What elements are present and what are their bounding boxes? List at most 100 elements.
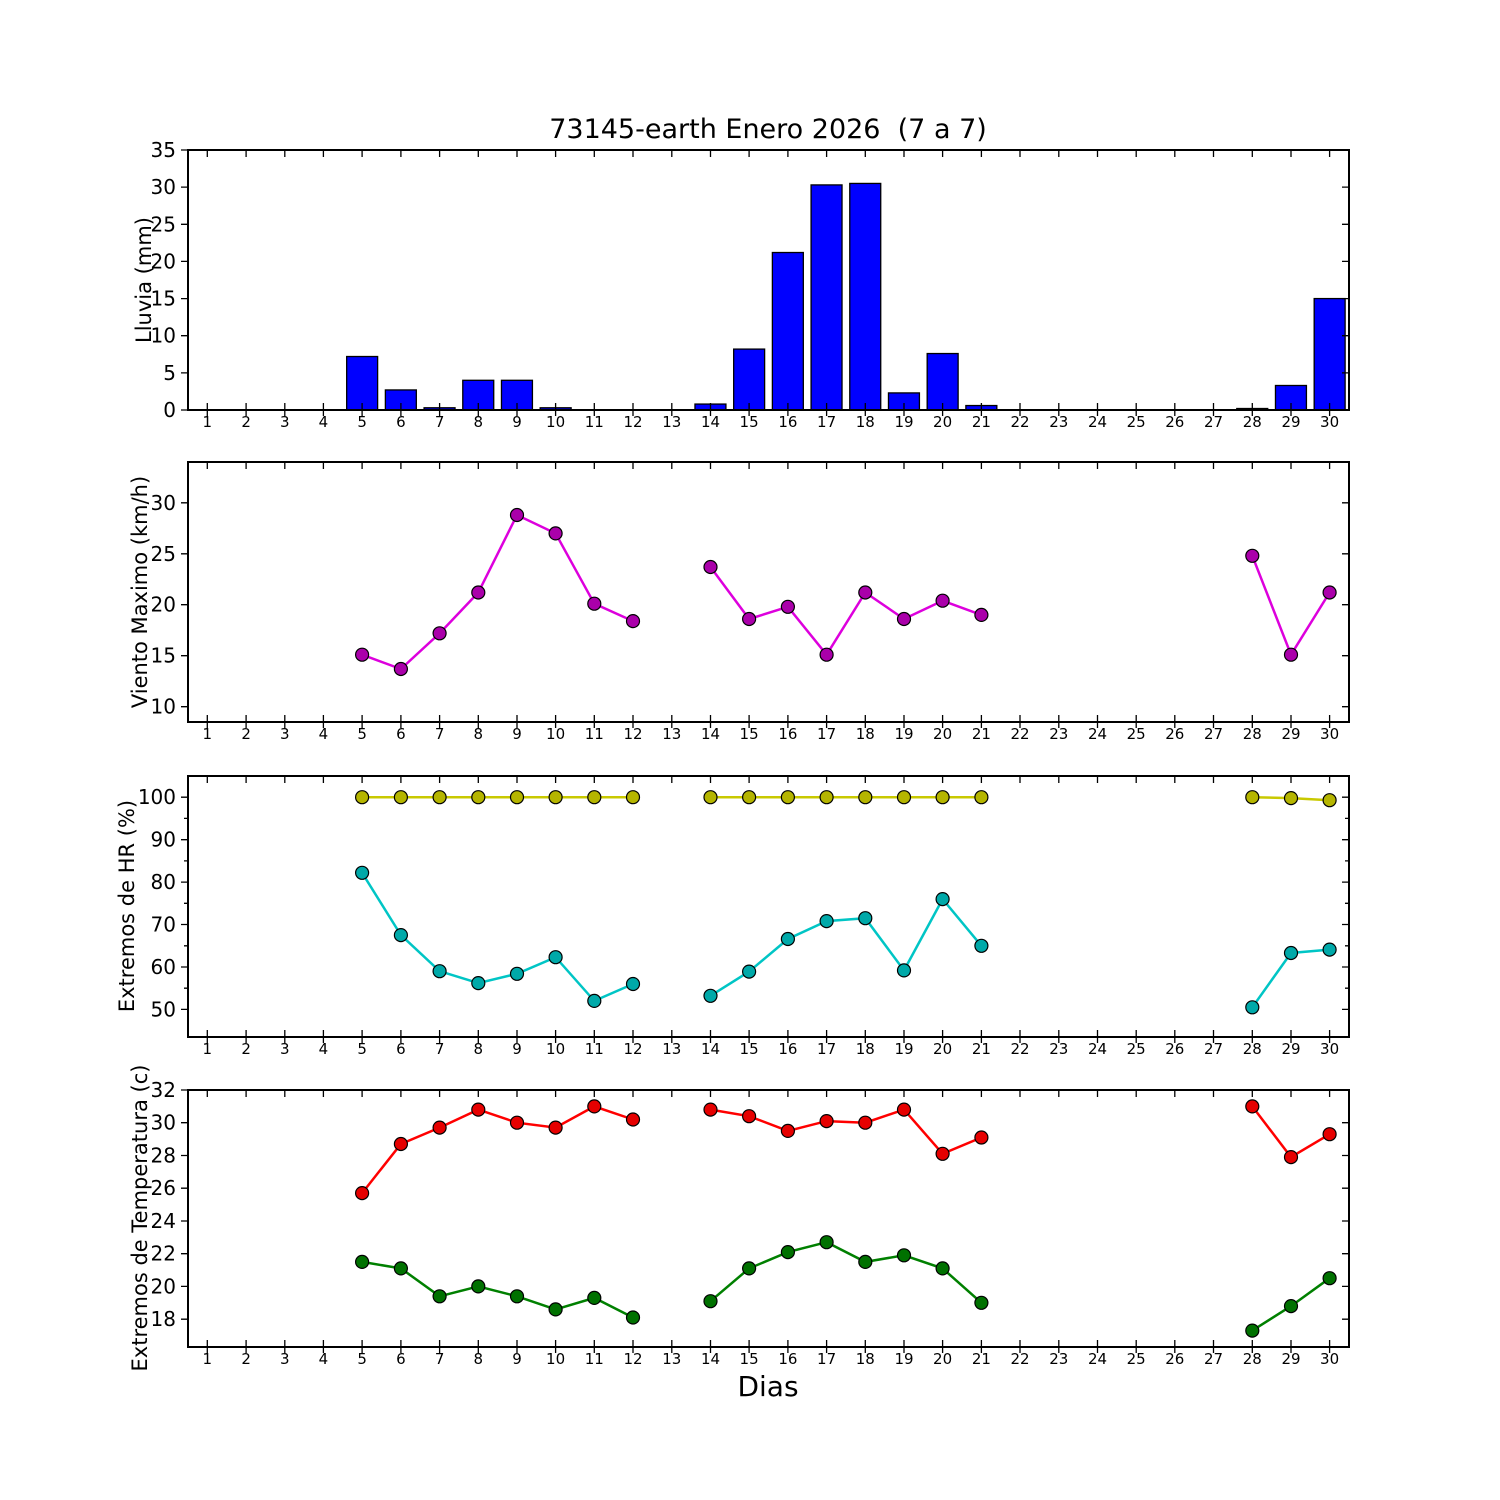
x-tick-label-temperatura-27: 27 [1204, 1350, 1223, 1368]
temperatura-frame [187, 1089, 1350, 1348]
hr-min-point-day-16 [780, 931, 796, 947]
temp-max-point-day-14 [703, 1102, 718, 1117]
x-tick-label-temperatura-6: 6 [396, 1350, 406, 1368]
x-tick-label-temperatura-19: 19 [894, 1350, 913, 1368]
bar-day-20 [926, 352, 959, 411]
x-tick-label-hr-17: 17 [817, 1040, 836, 1058]
y-tick-label-hr-80: 80 [151, 870, 176, 894]
viento-maximo-point-day-6 [393, 661, 408, 677]
x-tick-label-temperatura-20: 20 [933, 1350, 952, 1368]
viento-maximo-line [1251, 555, 1331, 658]
temp-max-point-day-11 [587, 1099, 602, 1114]
y-tick-label-lluvia-15: 15 [151, 287, 176, 311]
viento-maximo-point-day-9 [509, 507, 525, 523]
x-tick-label-temperatura-7: 7 [435, 1350, 445, 1368]
temp-max-point-day-7 [432, 1120, 447, 1135]
bar-day-16 [771, 251, 804, 411]
y-tick-label-temperatura-30: 30 [151, 1111, 176, 1135]
y-tick-label-temperatura-32: 32 [151, 1078, 176, 1102]
x-tick-label-viento-2: 2 [241, 725, 251, 743]
hr-max-point-day-8 [471, 790, 486, 805]
x-tick-label-temperatura-15: 15 [740, 1350, 759, 1368]
hr-frame [187, 775, 1350, 1038]
x-tick-label-temperatura-16: 16 [778, 1350, 797, 1368]
x-tick-label-hr-6: 6 [396, 1040, 406, 1058]
y-tick-label-viento-10: 10 [151, 695, 176, 719]
x-tick-label-viento-29: 29 [1281, 725, 1300, 743]
hr-max-point-day-18 [858, 790, 873, 805]
x-tick-label-hr-9: 9 [512, 1040, 522, 1058]
hr-min-point-day-28 [1245, 1000, 1260, 1015]
hr-min-point-day-19 [896, 963, 912, 978]
y-tick-label-viento-15: 15 [151, 644, 176, 668]
x-tick-label-hr-23: 23 [1049, 1040, 1068, 1058]
x-tick-label-hr-10: 10 [546, 1040, 565, 1058]
y-tick-label-viento-25: 25 [151, 542, 176, 566]
x-tick-label-hr-30: 30 [1320, 1040, 1339, 1058]
x-tick-label-lluvia-26: 26 [1165, 413, 1184, 431]
x-tick-label-viento-5: 5 [357, 725, 367, 743]
hr-min-point-day-14 [703, 988, 718, 1003]
viento-maximo-point-day-14 [703, 559, 718, 575]
x-tick-label-lluvia-10: 10 [546, 413, 565, 431]
x-tick-label-temperatura-21: 21 [972, 1350, 991, 1368]
viento-maximo-line [361, 513, 634, 671]
x-tick-label-lluvia-28: 28 [1243, 413, 1262, 431]
x-tick-label-lluvia-15: 15 [740, 413, 759, 431]
viento-maximo-point-day-21 [974, 607, 989, 623]
x-tick-label-temperatura-14: 14 [701, 1350, 720, 1368]
temp-min-point-day-18 [858, 1254, 873, 1270]
hr-min-line [709, 896, 983, 997]
x-tick-label-temperatura-13: 13 [662, 1350, 681, 1368]
x-tick-label-viento-27: 27 [1204, 725, 1223, 743]
hr-chart: 1 2 3 4 5 6 7 8 9 10 11 12 13 14 15 16 17 18 19 20 21 22 23 24 2… [138, 775, 1350, 1058]
x-tick-label-hr-25: 25 [1127, 1040, 1146, 1058]
viento-maximo-point-day-16 [780, 599, 796, 614]
x-tick-label-lluvia-5: 5 [357, 413, 367, 431]
temp-min-point-day-14 [703, 1294, 718, 1309]
viento-tick-labels: 1 2 3 4 5 6 7 8 9 10 11 12 13 14 15 16 17 18 19 20 21 22 23 24 2… [151, 491, 1340, 743]
hr-min-point-day-12 [625, 976, 641, 992]
x-tick-label-hr-28: 28 [1243, 1040, 1262, 1058]
x-tick-label-hr-4: 4 [319, 1040, 329, 1058]
viento-frame [187, 461, 1350, 723]
y-tick-label-lluvia-25: 25 [151, 212, 176, 236]
temp-min-point-day-17 [819, 1235, 834, 1250]
x-tick-label-temperatura-12: 12 [623, 1350, 642, 1368]
hr-max-point-day-10 [548, 790, 563, 805]
x-tick-label-lluvia-24: 24 [1088, 413, 1107, 431]
viento-maximo-point-day-5 [355, 647, 370, 662]
y-tick-label-temperatura-24: 24 [151, 1209, 176, 1233]
y-tick-label-viento-20: 20 [151, 593, 176, 617]
hr-min-point-day-10 [548, 950, 563, 965]
x-tick-label-hr-15: 15 [740, 1040, 759, 1058]
x-tick-label-viento-4: 4 [319, 725, 329, 743]
x-tick-label-viento-19: 19 [894, 725, 913, 743]
x-tick-label-viento-23: 23 [1049, 725, 1068, 743]
y-tick-label-temperatura-18: 18 [151, 1307, 176, 1331]
lluvia-chart: 1 2 3 4 5 6 7 8 9 10 11 12 13 14 15 16 17 18 19 20 21 22 23 24 2… [151, 138, 1350, 431]
viento-maximo-line [709, 566, 982, 657]
temp-max-point-day-30 [1322, 1127, 1337, 1142]
x-tick-label-hr-8: 8 [474, 1040, 484, 1058]
viento-maximo-point-day-28 [1245, 548, 1260, 563]
bar-day-17 [810, 184, 843, 411]
x-tick-label-lluvia-16: 16 [778, 413, 797, 431]
x-tick-label-hr-12: 12 [623, 1040, 642, 1058]
x-tick-label-temperatura-5: 5 [357, 1350, 367, 1368]
x-tick-label-temperatura-3: 3 [280, 1350, 290, 1368]
y-tick-label-hr-70: 70 [151, 913, 176, 937]
hr-max-point-day-16 [780, 790, 796, 805]
hr-min-point-day-20 [935, 891, 950, 907]
x-tick-label-hr-1: 1 [203, 1040, 213, 1058]
x-tick-label-hr-21: 21 [972, 1040, 991, 1058]
temperatura-tick-labels: 1 2 3 4 5 6 7 8 9 10 11 12 13 14 15 16 17 18 19 20 21 22 23 24 2… [151, 1078, 1340, 1368]
viento-maximo-point-day-18 [858, 585, 873, 600]
x-tick-label-viento-12: 12 [623, 725, 642, 743]
lluvia-ticks [181, 149, 1349, 416]
x-tick-label-temperatura-18: 18 [856, 1350, 875, 1368]
bar-day-5 [346, 355, 379, 411]
temp-min-point-day-20 [935, 1261, 950, 1276]
x-tick-label-viento-3: 3 [280, 725, 290, 743]
hr-max-point-day-14 [703, 790, 718, 805]
